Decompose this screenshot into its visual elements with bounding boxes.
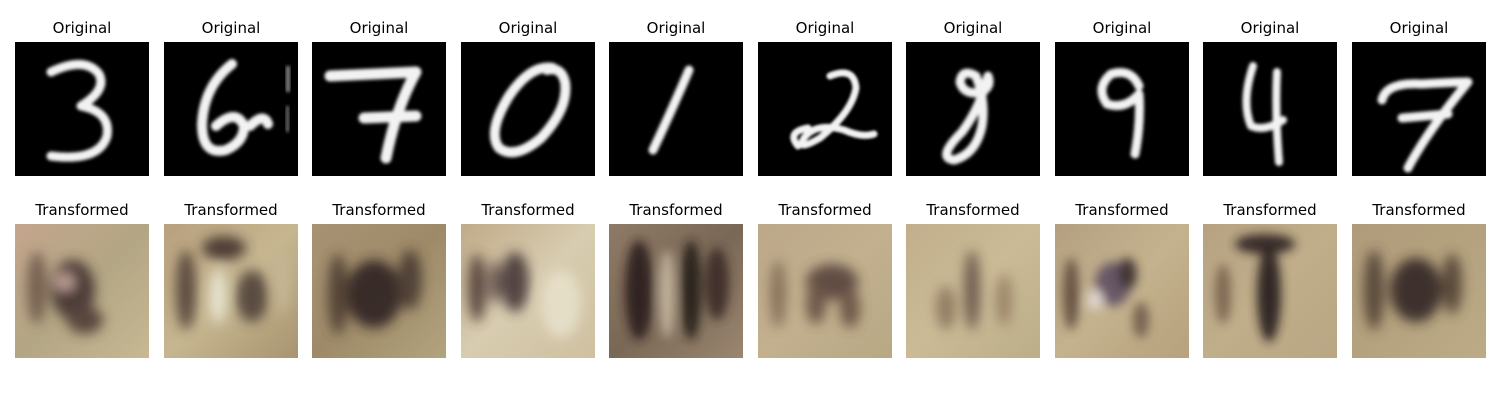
original-title: Original — [349, 19, 409, 37]
original-digit-image — [1055, 42, 1189, 176]
transformed-title: Transformed — [332, 201, 426, 219]
transformed-image — [1203, 224, 1337, 358]
transformed-title: Transformed — [926, 201, 1020, 219]
transformed-title: Transformed — [778, 201, 872, 219]
original-title: Original — [1092, 19, 1152, 37]
transformed-title: Transformed — [1075, 201, 1169, 219]
original-title: Original — [201, 19, 261, 37]
original-title: Original — [646, 19, 706, 37]
transformed-image — [906, 224, 1040, 358]
original-digit-image — [1203, 42, 1337, 176]
original-digit-image — [758, 42, 892, 176]
transformed-title: Transformed — [35, 201, 129, 219]
original-digit-image — [1352, 42, 1486, 176]
original-title: Original — [795, 19, 855, 37]
transformed-image — [1055, 224, 1189, 358]
transformed-title: Transformed — [629, 201, 723, 219]
transformed-image — [1352, 224, 1486, 358]
transformed-image — [15, 224, 149, 358]
original-digit-image — [15, 42, 149, 176]
original-digit-image — [312, 42, 446, 176]
transformed-image — [609, 224, 743, 358]
original-digit-image — [906, 42, 1040, 176]
transformed-image — [758, 224, 892, 358]
transformed-title: Transformed — [184, 201, 278, 219]
original-digit-image — [609, 42, 743, 176]
original-title: Original — [943, 19, 1003, 37]
transformed-image — [312, 224, 446, 358]
transformed-title: Transformed — [1223, 201, 1317, 219]
transformed-title: Transformed — [1372, 201, 1466, 219]
original-title: Original — [1240, 19, 1300, 37]
transformed-title: Transformed — [481, 201, 575, 219]
original-title: Original — [1389, 19, 1449, 37]
original-title: Original — [498, 19, 558, 37]
original-digit-image — [164, 42, 298, 176]
transformed-image — [164, 224, 298, 358]
transformed-image — [461, 224, 595, 358]
original-digit-image — [461, 42, 595, 176]
original-title: Original — [52, 19, 112, 37]
